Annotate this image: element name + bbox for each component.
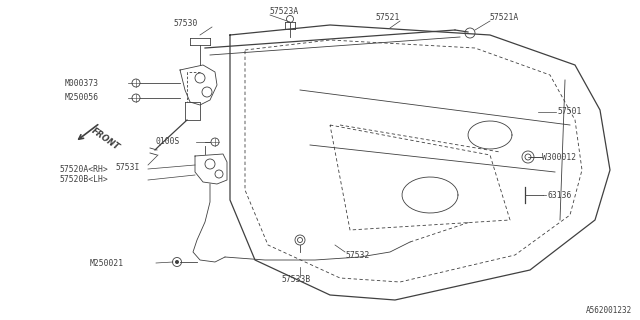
Text: 57520A<RH>: 57520A<RH> bbox=[60, 164, 109, 173]
Text: 57520B<LH>: 57520B<LH> bbox=[60, 175, 109, 185]
Text: 0100S: 0100S bbox=[155, 138, 179, 147]
Text: M250056: M250056 bbox=[65, 93, 99, 102]
Text: M250021: M250021 bbox=[90, 259, 124, 268]
Text: 57521: 57521 bbox=[375, 13, 399, 22]
Text: 57533B: 57533B bbox=[282, 276, 311, 284]
Text: M000373: M000373 bbox=[65, 78, 99, 87]
Text: A562001232: A562001232 bbox=[586, 306, 632, 315]
Text: 5753I: 5753I bbox=[115, 163, 140, 172]
Text: 57501: 57501 bbox=[558, 108, 582, 116]
Text: 63136: 63136 bbox=[548, 190, 572, 199]
Text: 57530: 57530 bbox=[174, 20, 198, 28]
Text: 57532: 57532 bbox=[345, 251, 369, 260]
Circle shape bbox=[175, 260, 179, 264]
Text: 57523A: 57523A bbox=[270, 7, 300, 17]
Text: FRONT: FRONT bbox=[90, 126, 122, 152]
Text: 57521A: 57521A bbox=[490, 13, 519, 22]
Text: W300012: W300012 bbox=[542, 153, 576, 162]
